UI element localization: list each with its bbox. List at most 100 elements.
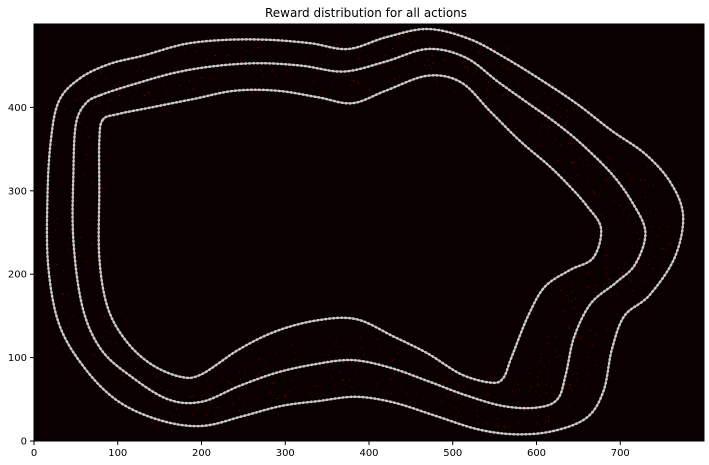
reward-point	[102, 202, 104, 204]
reward-point	[440, 401, 442, 403]
reward-point	[230, 383, 232, 385]
reward-point	[629, 164, 631, 166]
reward-point	[240, 369, 242, 371]
reward-point	[87, 84, 89, 86]
reward-point	[654, 256, 656, 258]
reward-point	[100, 72, 102, 74]
reward-point	[604, 287, 606, 289]
reward-point	[515, 127, 516, 129]
reward-point	[108, 341, 110, 343]
reward-point	[164, 395, 166, 396]
reward-point	[270, 54, 272, 56]
reward-point	[109, 85, 111, 87]
reward-point	[571, 390, 573, 392]
reward-point	[69, 133, 71, 135]
reward-point	[606, 179, 608, 181]
reward-point	[500, 107, 502, 109]
reward-point	[500, 407, 502, 409]
reward-point	[193, 388, 195, 390]
reward-point	[608, 173, 610, 175]
reward-point	[541, 126, 543, 128]
reward-point	[129, 402, 131, 404]
y-tick-label: 400	[8, 103, 27, 114]
reward-point	[586, 164, 588, 166]
reward-point	[467, 413, 469, 415]
reward-point	[252, 60, 254, 62]
reward-point	[576, 174, 578, 176]
reward-point	[458, 410, 460, 412]
reward-scatter-layer	[44, 27, 673, 436]
reward-point	[560, 339, 562, 341]
reward-point	[557, 346, 559, 348]
reward-point	[533, 411, 535, 413]
reward-point	[232, 403, 234, 405]
reward-point	[85, 261, 87, 263]
reward-point	[574, 419, 576, 421]
reward-point	[567, 168, 569, 170]
reward-point	[414, 41, 416, 43]
reward-point	[64, 84, 65, 86]
reward-point	[625, 219, 627, 221]
reward-point	[423, 398, 425, 400]
reward-point	[554, 129, 556, 131]
reward-point	[473, 91, 475, 93]
reward-point	[102, 218, 104, 220]
reward-point	[309, 393, 311, 395]
reward-point	[120, 311, 122, 313]
reward-point	[341, 379, 343, 381]
reward-point	[638, 263, 640, 265]
reward-point	[565, 366, 567, 368]
reward-point	[485, 74, 487, 76]
reward-point	[239, 372, 241, 374]
reward-point	[571, 300, 573, 302]
reward-point	[605, 228, 607, 230]
reward-point	[227, 55, 229, 56]
x-tick-label: 500	[443, 448, 462, 459]
reward-point	[179, 85, 181, 87]
reward-point	[525, 406, 527, 408]
reward-point	[473, 386, 475, 388]
reward-point	[209, 402, 211, 404]
reward-point	[458, 385, 460, 387]
reward-point	[547, 129, 549, 131]
reward-point	[632, 290, 634, 291]
reward-point	[78, 255, 80, 257]
reward-point	[286, 71, 288, 73]
reward-point	[549, 361, 551, 363]
reward-point	[449, 36, 451, 38]
reward-point	[351, 84, 353, 86]
reward-point	[588, 286, 590, 288]
reward-point	[109, 332, 111, 334]
reward-point	[165, 70, 167, 72]
reward-point	[567, 299, 569, 301]
reward-point	[70, 158, 72, 160]
reward-point	[64, 108, 66, 110]
reward-point	[138, 69, 140, 70]
reward-point	[323, 94, 325, 96]
reward-point	[360, 50, 362, 52]
reward-point	[580, 337, 581, 339]
reward-point	[616, 294, 618, 296]
reward-point	[258, 398, 260, 400]
reward-point	[447, 364, 449, 366]
reward-point	[111, 358, 113, 360]
reward-point	[82, 291, 84, 293]
reward-point	[420, 78, 422, 80]
reward-point	[112, 331, 114, 333]
reward-point	[488, 82, 489, 83]
reward-point	[327, 354, 329, 356]
reward-point	[543, 366, 545, 368]
reward-point	[106, 66, 108, 67]
reward-point	[641, 230, 643, 232]
reward-point	[110, 325, 112, 327]
reward-point	[360, 90, 362, 91]
reward-point	[380, 345, 382, 347]
reward-point	[118, 90, 120, 92]
reward-point	[129, 91, 130, 93]
reward-point	[316, 386, 318, 387]
reward-point	[103, 316, 105, 317]
reward-point	[53, 241, 55, 243]
reward-point	[571, 379, 573, 381]
reward-point	[105, 331, 107, 333]
reward-point	[309, 89, 311, 91]
